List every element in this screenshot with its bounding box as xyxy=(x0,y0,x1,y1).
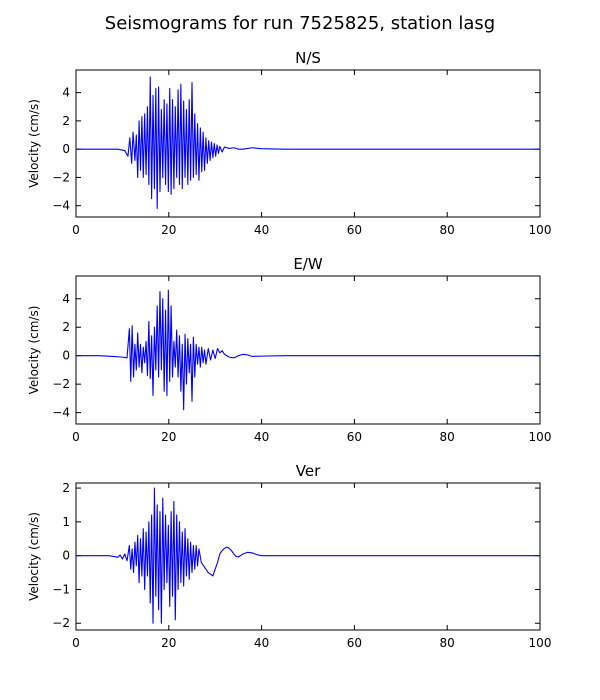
x-tick-label: 100 xyxy=(529,636,552,650)
panel-title-ew: E/W xyxy=(293,255,323,273)
x-tick-label: 60 xyxy=(347,636,362,650)
y-tick-label: −1 xyxy=(52,582,70,596)
x-tick-label: 60 xyxy=(347,223,362,237)
y-tick-label: −4 xyxy=(52,199,70,213)
y-tick-label: 0 xyxy=(62,349,70,363)
x-tick-label: 100 xyxy=(529,223,552,237)
x-tick-label: 40 xyxy=(254,430,269,444)
y-tick-label: 0 xyxy=(62,142,70,156)
y-tick-label: 4 xyxy=(62,292,70,306)
trace-line-ew xyxy=(76,289,540,411)
x-tick-label: 20 xyxy=(161,636,176,650)
y-tick-label: −2 xyxy=(52,377,70,391)
y-tick-label: 2 xyxy=(62,320,70,334)
panel-ns: N/S Velocity (cm/s) 0 20 40 60 80 100 −4 −2 0 2 4 xyxy=(27,49,551,237)
panel-title-ver: Ver xyxy=(296,462,321,480)
y-tick-label: 2 xyxy=(62,481,70,495)
y-tick-label: 0 xyxy=(62,549,70,563)
figure-title: Seismograms for run 7525825, station las… xyxy=(105,13,495,34)
plot-frame-ew xyxy=(75,275,541,425)
y-tick-label: 4 xyxy=(62,86,70,100)
panel-title-ns: N/S xyxy=(295,49,321,67)
x-tick-label: 20 xyxy=(161,223,176,237)
y-tick-label: −4 xyxy=(52,406,70,420)
x-tick-label: 20 xyxy=(161,430,176,444)
y-tick-label: 2 xyxy=(62,114,70,128)
y-axis-label-ns: Velocity (cm/s) xyxy=(27,99,41,188)
x-tick-label: 0 xyxy=(72,636,80,650)
y-axis-label-ew: Velocity (cm/s) xyxy=(27,306,41,395)
panel-ver: Ver Velocity (cm/s) 0 20 40 60 80 100 −2 −1 0 1 2 xyxy=(27,462,551,650)
y-axis-label-ver: Velocity (cm/s) xyxy=(27,512,41,601)
x-tick-label: 80 xyxy=(440,430,455,444)
y-tick-label: 1 xyxy=(62,515,70,529)
panel-ew: E/W Velocity (cm/s) 0 20 40 60 80 100 −4 −2 0 2 4 xyxy=(27,255,551,444)
trace-line-ver xyxy=(76,487,540,624)
x-tick-label: 0 xyxy=(72,430,80,444)
trace-line-ns xyxy=(76,76,540,210)
x-tick-label: 40 xyxy=(254,636,269,650)
y-tick-label: −2 xyxy=(52,170,70,184)
x-tick-label: 60 xyxy=(347,430,362,444)
x-tick-label: 80 xyxy=(440,636,455,650)
x-tick-label: 40 xyxy=(254,223,269,237)
x-tick-label: 0 xyxy=(72,223,80,237)
x-tick-label: 80 xyxy=(440,223,455,237)
y-tick-label: −2 xyxy=(52,616,70,630)
x-tick-label: 100 xyxy=(529,430,552,444)
